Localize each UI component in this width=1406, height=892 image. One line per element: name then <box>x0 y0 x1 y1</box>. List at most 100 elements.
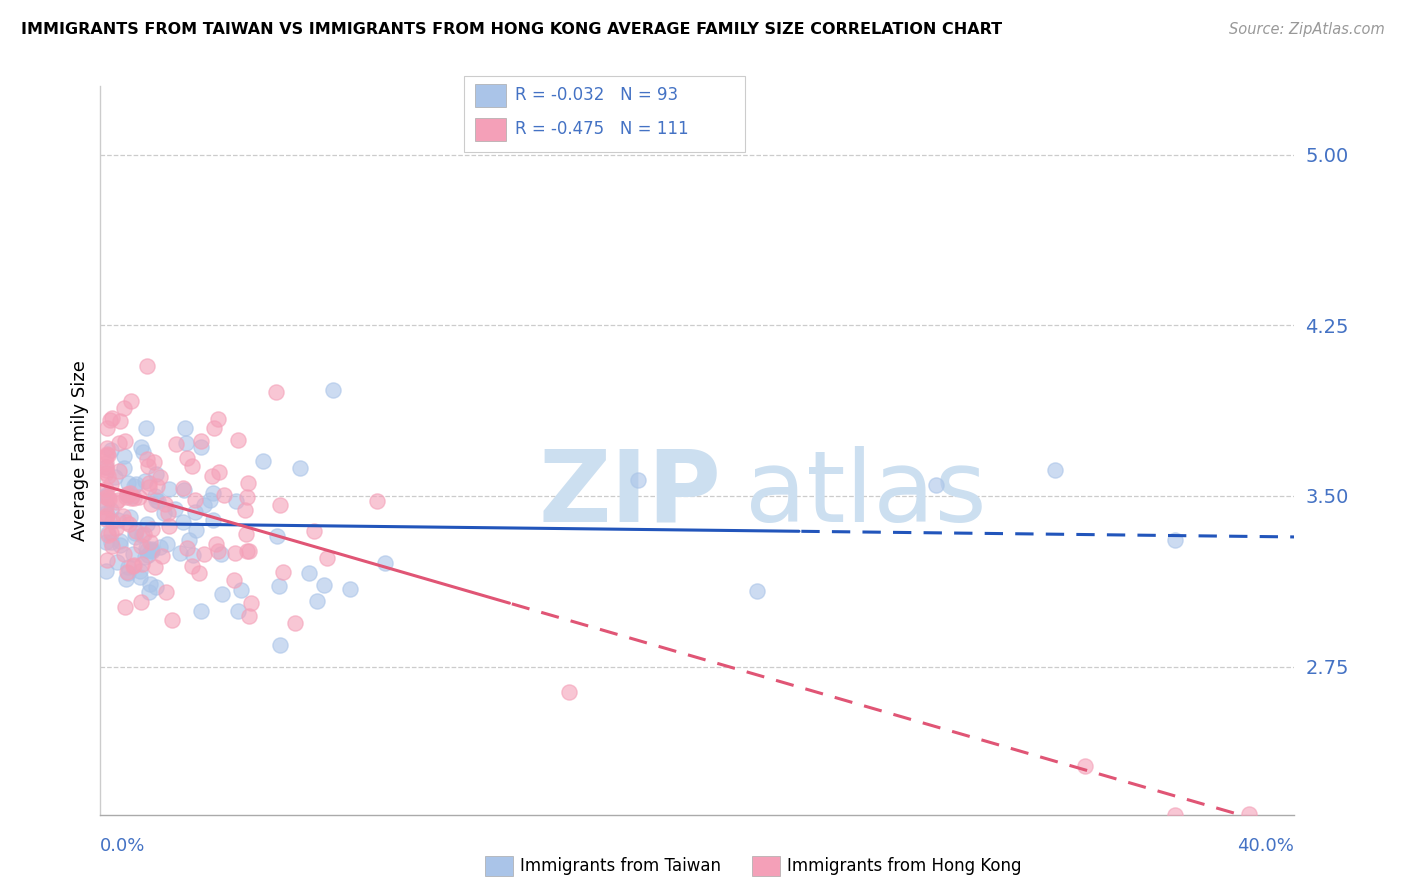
Point <box>288 460 311 475</box>
Text: Immigrants from Hong Kong: Immigrants from Hong Kong <box>787 857 1022 875</box>
Point <box>138 480 160 494</box>
Point <box>97 468 120 483</box>
Point <box>141 522 163 536</box>
Point <box>181 559 204 574</box>
Point <box>312 578 335 592</box>
Point <box>115 488 138 502</box>
Point <box>96 489 118 503</box>
Point <box>186 523 208 537</box>
Point <box>155 497 177 511</box>
Point <box>209 547 232 561</box>
Text: ZIP: ZIP <box>538 446 721 542</box>
Point <box>190 604 212 618</box>
Point <box>141 544 163 558</box>
Point <box>188 566 211 581</box>
Point <box>114 449 136 463</box>
Point <box>176 451 198 466</box>
Point <box>96 463 118 477</box>
Text: atlas: atlas <box>745 446 987 542</box>
Point <box>240 596 263 610</box>
Point <box>117 475 139 490</box>
Point <box>201 469 224 483</box>
Point <box>105 495 128 509</box>
Point <box>121 547 143 561</box>
Point <box>139 543 162 558</box>
Point <box>108 413 131 427</box>
Point <box>136 549 159 563</box>
Point <box>284 616 307 631</box>
Point <box>925 478 948 492</box>
Point <box>112 547 135 561</box>
Point <box>181 458 204 473</box>
Point <box>305 594 328 608</box>
Point <box>96 488 118 502</box>
Point <box>212 488 235 502</box>
Point <box>139 535 162 549</box>
Point <box>108 533 131 548</box>
Point <box>96 497 118 511</box>
Point <box>129 564 152 578</box>
Point <box>111 509 134 524</box>
Point <box>190 440 212 454</box>
Point <box>131 557 153 571</box>
Point <box>156 537 179 551</box>
Point <box>138 585 160 599</box>
Point <box>179 533 201 548</box>
Point <box>298 566 321 581</box>
Point <box>96 500 118 515</box>
Point <box>193 547 215 561</box>
Point <box>135 421 157 435</box>
Point <box>97 527 120 541</box>
Point <box>135 516 157 531</box>
Text: R = -0.032   N = 93: R = -0.032 N = 93 <box>515 87 678 104</box>
Point <box>96 552 118 566</box>
Point <box>238 609 260 624</box>
Point <box>132 527 155 541</box>
Point <box>202 421 225 435</box>
Point <box>124 530 146 544</box>
Y-axis label: Average Family Size: Average Family Size <box>72 360 89 541</box>
Point <box>207 544 229 558</box>
Point <box>176 541 198 555</box>
Point <box>150 549 173 563</box>
Point <box>96 535 118 549</box>
Point <box>115 565 138 579</box>
Point <box>131 528 153 542</box>
Point <box>96 510 118 524</box>
Point <box>207 412 229 426</box>
Point <box>149 470 172 484</box>
Point <box>157 482 180 496</box>
Point <box>322 383 344 397</box>
Point <box>107 556 129 570</box>
Point <box>120 394 142 409</box>
Point <box>114 434 136 449</box>
Point <box>157 506 180 520</box>
Point <box>302 524 325 538</box>
Point <box>112 401 135 416</box>
Point <box>122 558 145 573</box>
Point <box>96 448 118 462</box>
Text: Immigrants from Taiwan: Immigrants from Taiwan <box>520 857 721 875</box>
Point <box>117 560 139 574</box>
Point <box>96 508 118 522</box>
Point <box>134 550 156 565</box>
Point <box>128 490 150 504</box>
Point <box>98 413 121 427</box>
Point <box>208 465 231 479</box>
Point <box>222 573 245 587</box>
Point <box>115 490 138 504</box>
Point <box>1045 463 1067 477</box>
Point <box>145 489 167 503</box>
Point <box>118 485 141 500</box>
Point <box>101 539 124 553</box>
Point <box>120 491 142 505</box>
Point <box>100 535 122 549</box>
Point <box>129 595 152 609</box>
Point <box>236 475 259 490</box>
Point <box>118 516 141 531</box>
Point <box>124 479 146 493</box>
Point <box>124 491 146 505</box>
Point <box>108 436 131 450</box>
Point <box>101 514 124 528</box>
Point <box>149 540 172 554</box>
